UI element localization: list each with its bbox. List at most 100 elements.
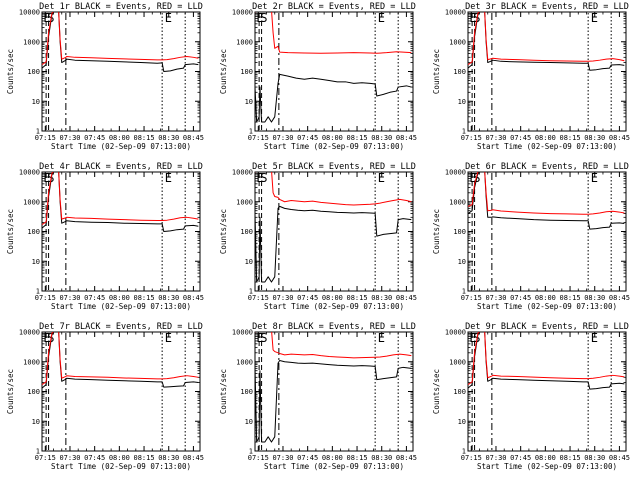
y-tick-label: 1000 xyxy=(236,358,253,366)
y-tick-label: 10 xyxy=(32,258,40,266)
x-tick-label: 07:15 xyxy=(248,454,269,462)
events-series-line xyxy=(42,332,199,389)
x-axis-label: Start Time (02-Sep-09 07:13:00) xyxy=(477,302,617,311)
panel-8: Det 8r BLACK = Events, RED = LLD 1 10 100 10… xyxy=(219,322,417,471)
x-tick-label: 08:30 xyxy=(584,294,605,302)
chart-title: Det 9r BLACK = Events, RED = LLD xyxy=(465,322,629,332)
x-tick-label: 07:30 xyxy=(485,454,506,462)
y-axis-label: Counts/sec xyxy=(219,49,228,94)
y-tick-label: 10000 xyxy=(232,329,253,337)
y-tick-label: 10 xyxy=(245,98,253,106)
x-tick-label: 08:45 xyxy=(396,454,417,462)
x-tick-label: 08:30 xyxy=(584,454,605,462)
x-tick-label: 07:45 xyxy=(297,134,318,142)
x-tick-label: 07:45 xyxy=(510,294,531,302)
y-tick-label: 1 xyxy=(249,448,253,456)
y-tick-label: 10 xyxy=(245,258,253,266)
y-tick-label: 10000 xyxy=(445,9,466,17)
y-axis-label: Counts/sec xyxy=(432,49,441,94)
panel-4: Det 4r BLACK = Events, RED = LLD 1 10 100 10… xyxy=(6,162,204,311)
y-axis-label: Counts/sec xyxy=(6,209,15,254)
x-axis-label: Start Time (02-Sep-09 07:13:00) xyxy=(51,142,191,151)
y-tick-label: 1000 xyxy=(236,38,253,46)
y-tick-label: 100 xyxy=(240,68,253,76)
panel-1: Det 1r BLACK = Events, RED = LLD 1 10 100 10… xyxy=(6,2,204,151)
x-tick-label: 08:45 xyxy=(609,134,630,142)
y-tick-label: 100 xyxy=(27,68,40,76)
y-tick-label: 1000 xyxy=(23,198,40,206)
x-tick-label: 08:15 xyxy=(347,134,368,142)
x-tick-label: 08:30 xyxy=(371,134,392,142)
events-series-line xyxy=(255,73,412,123)
time-marker-label: E xyxy=(469,331,476,345)
x-tick-label: 07:45 xyxy=(297,294,318,302)
y-tick-label: 100 xyxy=(240,388,253,396)
y-tick-label: 10000 xyxy=(232,169,253,177)
chart-title: Det 7r BLACK = Events, RED = LLD xyxy=(39,322,203,332)
x-tick-label: 08:00 xyxy=(322,134,343,142)
x-axis-label: Start Time (02-Sep-09 07:13:00) xyxy=(264,462,404,471)
x-tick-label: 08:30 xyxy=(371,294,392,302)
y-tick-label: 1 xyxy=(36,288,40,296)
events-series-line xyxy=(255,205,412,283)
x-tick-label: 07:15 xyxy=(248,294,269,302)
plot-area xyxy=(42,172,199,232)
x-tick-label: 08:15 xyxy=(134,134,155,142)
y-tick-label: 1000 xyxy=(449,358,466,366)
time-marker-label: E xyxy=(165,331,172,345)
x-tick-label: 07:30 xyxy=(59,134,80,142)
plot-area xyxy=(468,12,625,71)
x-tick-label: 07:30 xyxy=(485,294,506,302)
lld-series-line xyxy=(468,332,625,386)
y-tick-label: 1 xyxy=(249,288,253,296)
time-marker-label: E xyxy=(43,11,50,25)
chart-title: Det 4r BLACK = Events, RED = LLD xyxy=(39,162,203,172)
x-tick-label: 08:15 xyxy=(347,294,368,302)
y-tick-label: 10 xyxy=(32,98,40,106)
y-tick-label: 100 xyxy=(27,228,40,236)
lld-series-line xyxy=(255,332,412,359)
x-tick-label: 08:45 xyxy=(609,294,630,302)
y-tick-label: 1000 xyxy=(23,38,40,46)
x-tick-label: 08:45 xyxy=(396,134,417,142)
events-series-line xyxy=(42,12,199,72)
chart-title: Det 6r BLACK = Events, RED = LLD xyxy=(465,162,629,172)
time-marker-label: E xyxy=(591,331,598,345)
time-marker-label: E xyxy=(591,11,598,25)
x-axis-label: Start Time (02-Sep-09 07:13:00) xyxy=(51,462,191,471)
time-marker-label: E xyxy=(165,171,172,185)
panel-7: Det 7r BLACK = Events, RED = LLD 1 10 100 10… xyxy=(6,322,204,471)
x-tick-label: 08:00 xyxy=(109,294,130,302)
y-tick-label: 10 xyxy=(458,258,466,266)
x-tick-label: 08:45 xyxy=(609,454,630,462)
chart-title: Det 2r BLACK = Events, RED = LLD xyxy=(252,2,416,12)
x-tick-label: 07:30 xyxy=(272,134,293,142)
x-tick-label: 08:15 xyxy=(560,454,581,462)
plot-area xyxy=(255,332,412,443)
time-marker-label: E xyxy=(256,331,263,345)
x-tick-label: 07:15 xyxy=(461,294,482,302)
x-tick-label: 07:45 xyxy=(84,454,105,462)
lld-series-line xyxy=(42,12,199,66)
y-tick-label: 100 xyxy=(453,388,466,396)
plot-area xyxy=(468,332,625,390)
panel-3: Det 3r BLACK = Events, RED = LLD 1 10 100 10… xyxy=(432,2,630,151)
x-tick-label: 07:30 xyxy=(59,454,80,462)
x-tick-label: 07:15 xyxy=(35,454,56,462)
x-axis-label: Start Time (02-Sep-09 07:13:00) xyxy=(264,142,404,151)
x-tick-label: 08:00 xyxy=(322,294,343,302)
y-tick-label: 1 xyxy=(462,448,466,456)
y-axis-label: Counts/sec xyxy=(432,209,441,254)
y-tick-label: 1 xyxy=(36,448,40,456)
y-tick-label: 100 xyxy=(453,228,466,236)
time-marker-label: E xyxy=(256,171,263,185)
x-tick-label: 07:15 xyxy=(461,454,482,462)
y-tick-label: 100 xyxy=(27,388,40,396)
chart-title: Det 3r BLACK = Events, RED = LLD xyxy=(465,2,629,12)
x-tick-label: 07:15 xyxy=(461,134,482,142)
chart-title: Det 1r BLACK = Events, RED = LLD xyxy=(39,2,203,12)
x-tick-label: 08:15 xyxy=(560,134,581,142)
y-axis-label: Counts/sec xyxy=(6,369,15,414)
plot-area xyxy=(42,332,199,389)
